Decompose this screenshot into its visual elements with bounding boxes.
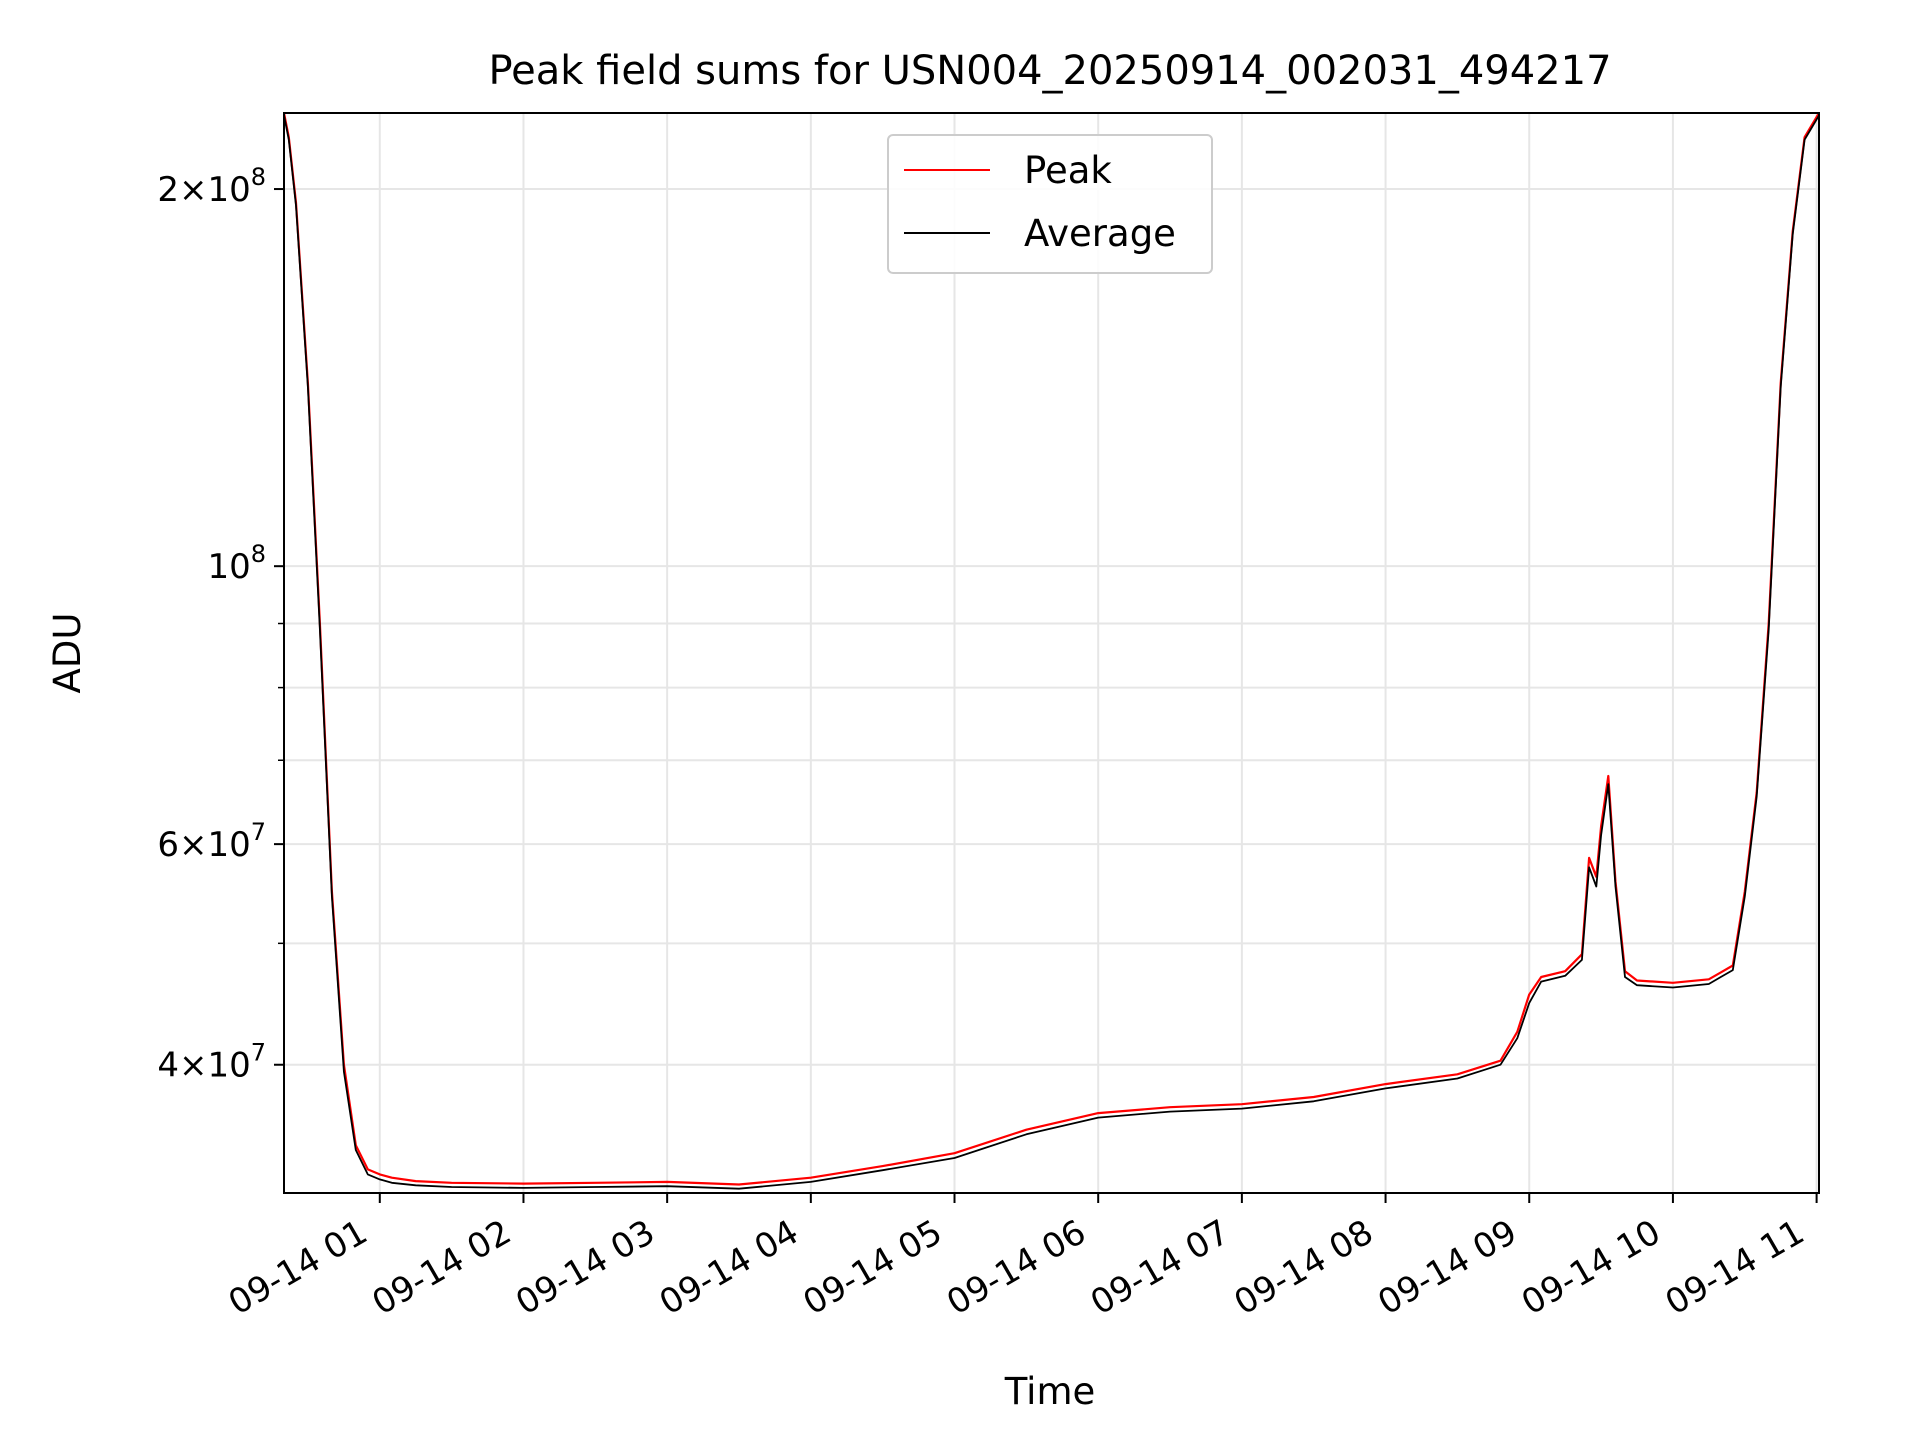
x-axis-label: Time [1004,1370,1096,1413]
plot-frame [283,112,1820,1194]
legend-label-peak: Peak [1024,149,1112,192]
legend: Peak Average [887,134,1213,274]
chart-title: Peak field sums for USN004_20250914_0020… [488,48,1611,94]
y-tick-label: 4×107 [157,1039,266,1086]
series-line-peak [284,113,1819,1186]
y-tick-label: 108 [207,540,266,587]
series-line-average [284,114,1819,1190]
grid [284,113,1819,1193]
y-tick-label: 6×107 [157,818,266,865]
series-layer [284,113,1819,1190]
legend-label-average: Average [1024,212,1176,255]
y-axis: 2×108 108 6×107 4×107 [157,163,284,1086]
y-tick-label: 2×108 [157,163,266,210]
y-axis-label: ADU [46,613,89,694]
